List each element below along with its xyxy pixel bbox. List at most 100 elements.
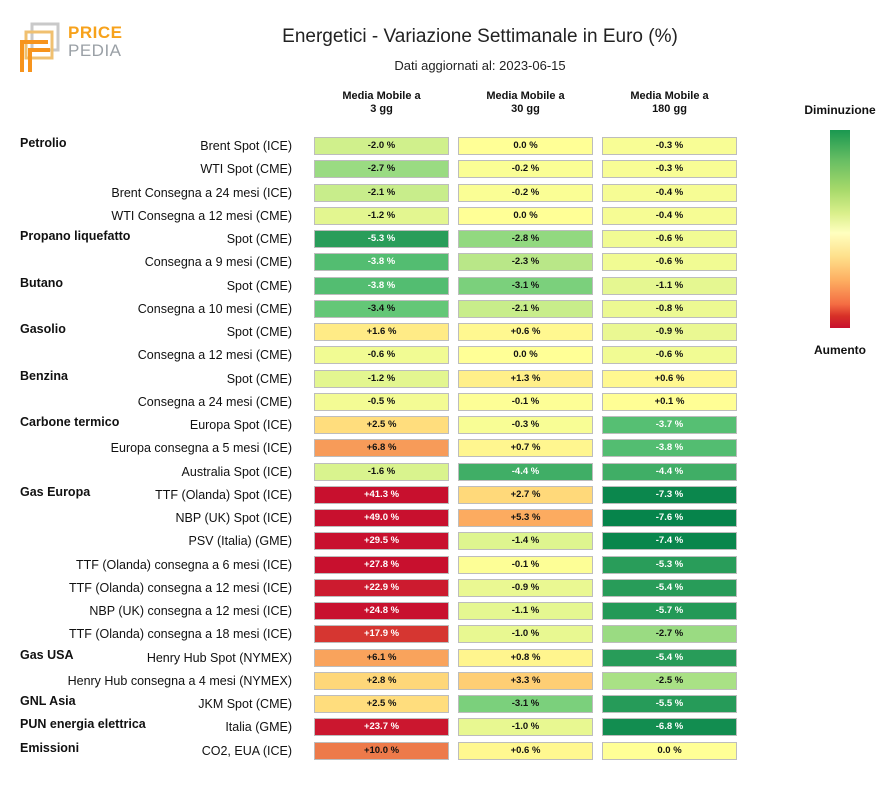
heatmap-cell: -3.1 % (458, 695, 593, 713)
row-label: Consegna a 24 mesi (CME) (137, 394, 292, 409)
row-label: JKM Spot (CME) (198, 697, 292, 711)
heatmap-cell: -0.4 % (602, 206, 737, 225)
row-label: Brent Consegna a 24 mesi (ICE) (111, 185, 292, 200)
heatmap-cell: +6.8 % (314, 439, 449, 458)
heatmap-cell: -5.7 % (602, 602, 737, 620)
row-label: Henry Hub consegna a 4 mesi (NYMEX) (67, 673, 292, 688)
group-label: GNL Asia (20, 694, 76, 708)
heatmap-cell: +2.8 % (314, 671, 449, 690)
group-label: Gas Europa (20, 484, 91, 499)
column-header-line2: 30 gg (511, 103, 540, 115)
heatmap-cell: -7.6 % (602, 509, 737, 527)
heatmap-cell: -6.8 % (602, 718, 737, 737)
column-header-line1: Media Mobile a (486, 90, 565, 102)
heatmap-cell: -7.4 % (602, 532, 737, 551)
heatmap-cell: +3.3 % (458, 671, 593, 690)
heatmap-cell: +0.6 % (458, 323, 593, 341)
heatmap-cell: 0.0 % (602, 741, 737, 760)
column-header-3gg: Media Mobile a 3 gg (314, 90, 449, 116)
heatmap-cell: +2.5 % (314, 695, 449, 713)
heatmap-cell: -0.6 % (602, 230, 737, 248)
group-label: Propano liquefatto (20, 229, 131, 243)
row-label: Spot (CME) (226, 371, 292, 386)
row-label: Europa Spot (ICE) (189, 418, 292, 432)
column-header-line2: 3 gg (370, 103, 393, 115)
heatmap-cell: -4.4 % (602, 462, 737, 481)
row-label: TTF (Olanda) consegna a 12 mesi (ICE) (69, 580, 292, 595)
logo-mark-icon (20, 22, 60, 72)
heatmap-cell: -2.8 % (458, 230, 593, 248)
heatmap-cell: +1.6 % (314, 323, 449, 341)
row-label: PSV (Italia) (GME) (188, 534, 293, 549)
row-label: WTI Spot (CME) (200, 162, 292, 177)
heatmap-cell: -0.3 % (602, 160, 737, 179)
heatmap-cell: -1.2 % (314, 206, 449, 225)
row-label: Henry Hub Spot (NYMEX) (146, 650, 292, 665)
heatmap-cell: -3.7 % (602, 416, 737, 434)
heatmap-cell: -3.8 % (314, 276, 449, 295)
heatmap-cell: -2.7 % (314, 160, 449, 179)
heatmap-cell: +41.3 % (314, 485, 449, 504)
legend-color-scale (830, 130, 850, 328)
heatmap-cell: -2.3 % (458, 253, 593, 272)
heatmap-cell: +6.1 % (314, 648, 449, 667)
heatmap-cell: -0.9 % (602, 323, 737, 341)
heatmap-cell: -0.4 % (602, 183, 737, 202)
row-label: Brent Spot (ICE) (200, 139, 292, 153)
group-label: Carbone termico (20, 415, 120, 429)
row-label: NBP (UK) Spot (ICE) (175, 511, 292, 525)
group-label: Gas USA (20, 647, 74, 662)
heatmap-cell: -0.1 % (458, 392, 593, 411)
heatmap-cell: -0.3 % (602, 137, 737, 155)
group-label: Emissioni (20, 740, 80, 755)
row-label: NBP (UK) consegna a 12 mesi (ICE) (89, 604, 292, 618)
heatmap-cell: +24.8 % (314, 602, 449, 620)
row-label: Spot (CME) (226, 325, 292, 339)
row-label: TTF (Olanda) consegna a 18 mesi (ICE) (69, 627, 292, 642)
heatmap-cell: +17.9 % (314, 625, 449, 644)
heatmap-cell: -0.5 % (314, 392, 449, 411)
heatmap-cell: +0.1 % (602, 392, 737, 411)
row-label: Italia (GME) (225, 720, 292, 735)
heatmap-cell: -0.1 % (458, 555, 593, 574)
chart-title: Energetici - Variazione Settimanale in E… (282, 26, 678, 47)
heatmap-cell: -0.6 % (602, 253, 737, 272)
column-header-line1: Media Mobile a (342, 90, 421, 102)
heatmap-cell: +29.5 % (314, 532, 449, 551)
row-label: Australia Spot (ICE) (181, 464, 292, 479)
logo-word-pedia: PEDIA (68, 41, 122, 60)
heatmap-cell: -3.8 % (314, 253, 449, 272)
heatmap-cell: -0.2 % (458, 160, 593, 179)
group-label: Petrolio (20, 136, 67, 150)
row-label: Consegna a 10 mesi (CME) (137, 301, 292, 316)
group-label: Benzina (20, 368, 68, 383)
row-label: WTI Consegna a 12 mesi (CME) (111, 208, 292, 223)
heatmap-cell: -3.8 % (602, 439, 737, 458)
column-header-180gg: Media Mobile a 180 gg (602, 90, 737, 116)
row-label: Spot (CME) (226, 278, 292, 293)
heatmap-cell: -0.6 % (314, 346, 449, 365)
row-label: Consegna a 12 mesi (CME) (137, 348, 292, 363)
legend-label-decrease: Diminuzione (804, 103, 876, 117)
heatmap-cell: +0.8 % (458, 648, 593, 667)
column-header-line2: 180 gg (652, 103, 687, 115)
heatmap-cell: -5.5 % (602, 695, 737, 713)
heatmap-cell: -1.0 % (458, 718, 593, 737)
heatmap-cell: -2.0 % (314, 137, 449, 155)
heatmap-cell: -1.0 % (458, 625, 593, 644)
row-label: Europa consegna a 5 mesi (ICE) (110, 441, 292, 456)
heatmap-cell: -4.4 % (458, 462, 593, 481)
heatmap-cell: +10.0 % (314, 741, 449, 760)
heatmap-cell: +5.3 % (458, 509, 593, 527)
legend-label-increase: Aumento (814, 343, 866, 357)
heatmap-cell: -7.3 % (602, 485, 737, 504)
heatmap-cell: -0.9 % (458, 578, 593, 597)
heatmap-cell: -1.4 % (458, 532, 593, 551)
heatmap-cell: -0.8 % (602, 299, 737, 318)
group-label: PUN energia elettrica (20, 717, 146, 732)
heatmap-cell: -5.3 % (314, 230, 449, 248)
heatmap-cell: -3.4 % (314, 299, 449, 318)
heatmap-cell: +27.8 % (314, 555, 449, 574)
heatmap-cell: -3.1 % (458, 276, 593, 295)
heatmap-cell: +0.7 % (458, 439, 593, 458)
